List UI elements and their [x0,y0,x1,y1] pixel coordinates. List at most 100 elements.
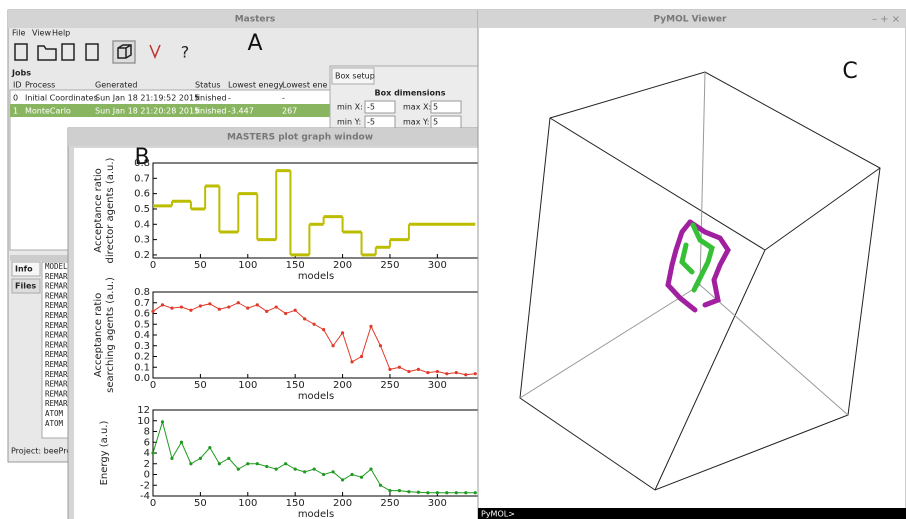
data-point [398,489,401,492]
column-header: Process [25,81,55,90]
column-header: Generated [95,81,137,90]
data-point [398,366,401,369]
data-point [237,301,240,304]
tab-label[interactable]: Info [15,265,33,274]
command-line[interactable] [478,508,906,519]
column-header: Lowest ene [282,81,328,90]
window-title: PyMOL Viewer [654,15,728,25]
table-cell: -3.447 [228,107,254,116]
x-tick-label: 200 [333,380,352,391]
table-cell: - [228,94,231,103]
y-tick-label: -4 [140,491,150,502]
table-cell: Sun Jan 18 21:19:52 2015 [95,94,199,103]
x-tick-label: 250 [380,260,399,271]
x-tick-label: 300 [428,260,447,271]
data-point [294,309,297,312]
data-point [388,368,391,371]
data-point [265,465,268,468]
data-point [218,308,221,311]
table-cell: 267 [282,107,297,116]
page: Masters A ? FileViewHelpJobsIDProcessGen… [0,0,906,519]
data-point [189,462,192,465]
data-point [474,372,477,375]
x-tick-label: 0 [150,260,156,271]
field-value: 5 [433,118,438,127]
y-tick-label: 10 [137,416,150,427]
field-value: -5 [367,118,375,127]
y-tick-label: 0.2 [134,352,150,363]
y-tick-label: 0.1 [134,362,150,373]
log-line: ATOM [45,409,64,418]
x-axis-label: models [298,509,334,519]
data-point [322,328,325,331]
data-point [284,312,287,315]
data-point [322,473,325,476]
window-controls[interactable]: – + × [872,14,900,25]
log-line: REMAR [45,321,68,330]
x-tick-label: 50 [194,380,207,391]
help-button[interactable]: ? [181,43,190,62]
data-point [464,491,467,494]
x-tick-label: 200 [333,498,352,509]
field-value: -5 [367,103,375,112]
data-point [170,457,173,460]
data-point [436,491,439,494]
y-tick-label: 0.3 [134,235,150,246]
table-cell: finished [195,94,227,103]
y-tick-label: 2 [144,459,150,470]
y-tick-label: 0.5 [134,319,150,330]
data-point [246,462,249,465]
table-cell: MonteCarlo [25,107,71,116]
data-point [294,468,297,471]
log-line: REMAR [45,291,68,300]
x-tick-label: 150 [286,380,305,391]
panel-label: C [842,59,857,84]
table-cell: - [282,94,285,103]
data-point [360,476,363,479]
table-cell: 1 [13,107,18,116]
log-line: REMAR [45,340,68,349]
y-tick-label: 0.4 [134,330,150,341]
plot-window: MASTERS plot graph window B 0.20.30.40.5… [68,128,488,519]
menu-item[interactable]: File [12,29,25,38]
tab-label[interactable]: Files [15,282,36,291]
data-point [331,344,334,347]
table-cell: Initial Coordinates [25,94,98,103]
data-point [218,462,221,465]
data-point [170,307,173,310]
data-point [180,441,183,444]
y-axis-label: searching agents (a.u.) [105,277,116,393]
data-point [227,457,230,460]
window-frame [478,10,906,519]
data-point [341,478,344,481]
table-cell: Sun Jan 18 21:20:28 2015 [95,107,199,116]
data-point [199,304,202,307]
y-tick-label: 0.8 [134,287,150,298]
field-label: min X: [337,103,363,112]
panel-label: A [247,31,262,56]
data-point [407,490,410,493]
log-line: REMAR [45,311,68,320]
data-point [161,420,164,423]
column-header: Status [195,81,221,90]
y-tick-label: 12 [137,405,150,416]
data-point [341,331,344,334]
log-line: REMAR [45,399,68,408]
data-point [151,310,154,313]
log-line: MODEL [45,262,68,271]
data-point [265,310,268,313]
data-point [360,355,363,358]
menu-item[interactable]: Help [52,29,70,38]
menu-item[interactable]: View [32,29,51,38]
data-point [256,303,259,306]
y-tick-label: -2 [140,480,150,491]
data-point [275,468,278,471]
log-line: REMAR [45,282,68,291]
x-tick-label: 0 [150,498,156,509]
data-point [246,307,249,310]
x-tick-label: 200 [333,260,352,271]
log-line: ATOM [45,419,64,428]
table-cell: finished [195,107,227,116]
log-line: REMAR [45,331,68,340]
data-point [189,309,192,312]
